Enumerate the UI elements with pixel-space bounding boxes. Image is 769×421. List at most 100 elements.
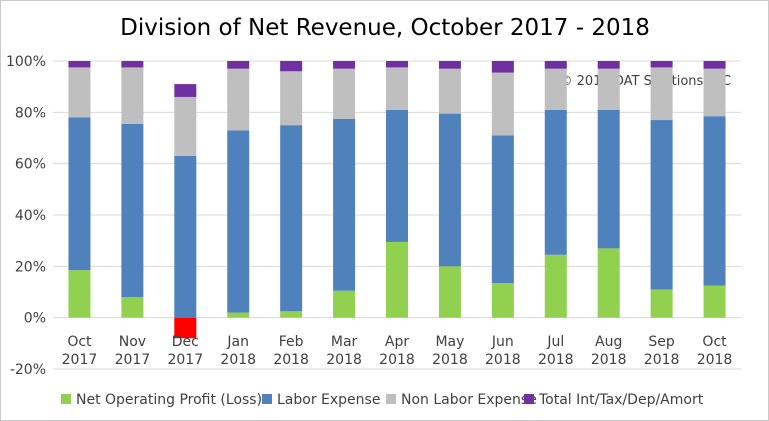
legend-label: Non Labor Expense: [401, 392, 537, 408]
bar-segment: [597, 61, 620, 69]
bars: [68, 61, 726, 339]
x-tick-label-month: Jun: [491, 334, 514, 350]
chart-title: Division of Net Revenue, October 2017 - …: [120, 15, 650, 41]
y-tick-label: 0%: [24, 311, 46, 327]
bar-segment: [68, 61, 91, 68]
y-tick-label: 80%: [15, 105, 46, 121]
bar-segment: [68, 117, 91, 271]
bar-segment: [121, 61, 144, 68]
bar-segment: [703, 116, 726, 286]
x-tick-label-month: Mar: [331, 334, 358, 350]
bar-segment: [333, 68, 356, 119]
bar-segment: [174, 317, 197, 339]
bar-segment: [597, 68, 620, 110]
y-tick-label: 60%: [15, 157, 46, 173]
bar-segment: [438, 68, 461, 114]
bar-segment: [386, 61, 408, 68]
bar-segment: [386, 241, 408, 318]
x-tick-label-year: 2018: [485, 352, 521, 368]
bar-segment: [438, 113, 461, 267]
bar-segment: [438, 61, 461, 69]
x-tick-label-year: 2018: [432, 352, 468, 368]
bar-segment: [68, 270, 91, 318]
bar-segment: [386, 109, 408, 242]
legend: Net Operating Profit (Loss) Labor Expense…: [61, 392, 704, 408]
x-tick-label-month: Oct: [67, 334, 92, 350]
x-tick-label-year: 2017: [115, 352, 151, 368]
bar-segment: [333, 118, 356, 291]
x-tick-label-year: 2018: [273, 352, 309, 368]
x-tick-label-month: Jan: [226, 334, 249, 350]
x-tick-label-year: 2018: [697, 352, 733, 368]
x-tick-label-month: Sep: [648, 334, 675, 350]
bar-segment: [174, 96, 197, 156]
bar-segment: [491, 61, 514, 73]
legend-label: Total Int/Tax/Dep/Amort: [538, 392, 704, 408]
legend-label: Labor Expense: [277, 392, 380, 408]
bar-segment: [491, 283, 514, 318]
x-tick-label-year: 2018: [591, 352, 627, 368]
x-tick-label-year: 2017: [167, 352, 203, 368]
bar-segment: [68, 67, 91, 118]
x-tick-label-month: Nov: [119, 334, 146, 350]
y-axis-ticks: -20% 0% 20% 40% 60% 80% 100%: [6, 54, 46, 378]
bar-segment: [227, 312, 250, 318]
x-tick-label-month: Jul: [546, 334, 564, 350]
y-tick-label: -20%: [10, 362, 46, 378]
x-tick-label-month: Feb: [279, 334, 304, 350]
y-tick-label: 40%: [15, 208, 46, 224]
bar-segment: [703, 68, 726, 117]
legend-swatch: [524, 394, 534, 404]
bar-segment: [280, 71, 303, 126]
bar-segment: [227, 61, 250, 69]
x-tick-label-year: 2018: [538, 352, 574, 368]
bar-segment: [491, 135, 514, 284]
bar-segment: [227, 130, 250, 313]
bar-segment: [280, 61, 303, 72]
x-tick-label-month: Aug: [595, 334, 622, 350]
x-tick-label-year: 2018: [644, 352, 680, 368]
bar-segment: [174, 84, 197, 97]
bar-segment: [121, 297, 144, 318]
legend-label: Net Operating Profit (Loss): [76, 392, 262, 408]
bar-segment: [597, 109, 620, 249]
bar-segment: [491, 72, 514, 136]
bar-segment: [703, 61, 726, 69]
bar-segment: [703, 285, 726, 318]
legend-swatch: [61, 394, 71, 404]
bar-segment: [227, 68, 250, 131]
x-tick-label-year: 2018: [326, 352, 362, 368]
bar-segment: [650, 120, 673, 290]
x-tick-label-year: 2017: [62, 352, 98, 368]
x-tick-label-month: Oct: [702, 334, 727, 350]
bar-segment: [438, 266, 461, 318]
bar-segment: [386, 67, 408, 110]
bar-segment: [544, 61, 567, 69]
y-tick-label: 100%: [6, 54, 46, 70]
bar-segment: [650, 67, 673, 121]
legend-swatch: [386, 394, 396, 404]
bar-segment: [333, 290, 356, 318]
bar-segment: [650, 289, 673, 318]
bar-segment: [544, 109, 567, 255]
bar-segment: [280, 311, 303, 318]
bar-segment: [544, 68, 567, 110]
x-tick-label-month: Dec: [172, 334, 199, 350]
bar-segment: [650, 61, 673, 68]
bar-segment: [280, 125, 303, 312]
x-tick-label-year: 2018: [379, 352, 415, 368]
bar-segment: [597, 248, 620, 318]
x-tick-label-year: 2018: [220, 352, 256, 368]
x-axis-ticks: Oct 2017 Nov 2017 Dec 2017 Jan 2018 Feb 2018 Mar 20…: [62, 334, 733, 368]
y-tick-label: 20%: [15, 259, 46, 275]
x-tick-label-month: Apr: [385, 334, 409, 350]
bar-segment: [544, 254, 567, 318]
bar-segment: [174, 155, 197, 318]
bar-segment: [333, 61, 356, 69]
bar-segment: [121, 123, 144, 298]
legend-swatch: [262, 394, 272, 404]
bar-segment: [121, 67, 144, 124]
x-tick-label-month: May: [435, 334, 464, 350]
